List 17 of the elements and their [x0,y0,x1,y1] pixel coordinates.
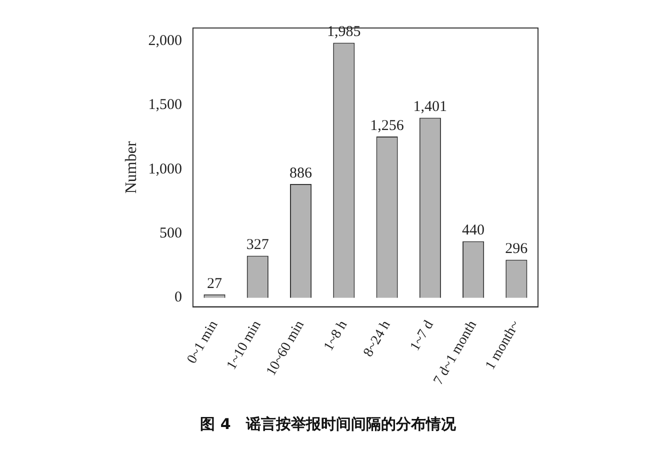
y-axis-title: Number [122,140,140,194]
data-label: 27 [207,276,223,292]
y-tick-label: 2,000 [148,32,182,49]
data-label: 1,256 [370,118,404,134]
y-tick-label: 1,500 [148,97,182,114]
y-tick-label: 0 [174,290,182,306]
data-label: 1,401 [413,99,448,116]
x-tick-label: 0~1 min [184,318,222,366]
y-tick-label: 1,000 [148,161,182,178]
data-label: 327 [246,237,270,254]
data-label: 440 [462,222,485,239]
y-tick-label: 500 [159,226,182,242]
x-tick-label: 1~7 d [408,318,437,354]
data-label: 886 [290,165,313,182]
x-tick-label: 1~8 h [322,318,351,354]
text: 图 4 谣言按举报时间间隔的分布情况 [200,414,457,433]
data-label: 296 [505,241,528,258]
